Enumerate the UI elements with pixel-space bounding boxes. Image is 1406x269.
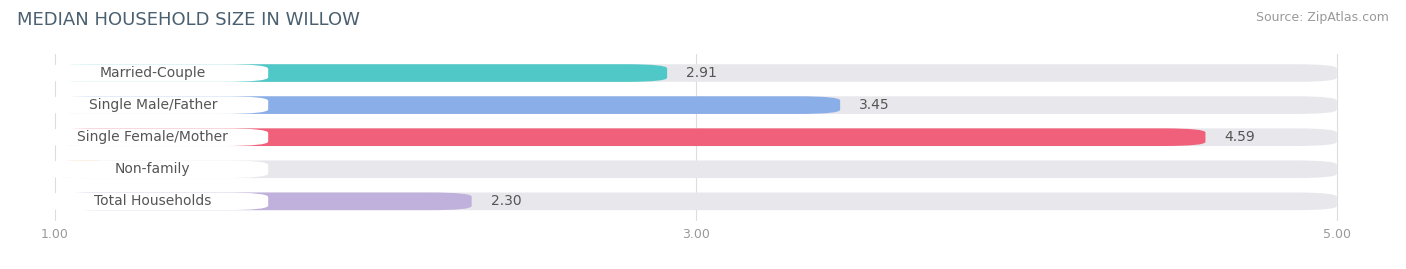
FancyBboxPatch shape (55, 64, 666, 82)
FancyBboxPatch shape (55, 96, 841, 114)
FancyBboxPatch shape (38, 193, 269, 210)
FancyBboxPatch shape (55, 160, 112, 178)
Text: 3.45: 3.45 (859, 98, 890, 112)
FancyBboxPatch shape (55, 96, 1337, 114)
FancyBboxPatch shape (38, 128, 269, 146)
FancyBboxPatch shape (55, 128, 1337, 146)
Text: Single Male/Father: Single Male/Father (89, 98, 217, 112)
Text: 2.30: 2.30 (491, 194, 522, 208)
FancyBboxPatch shape (55, 64, 1337, 82)
Text: Total Households: Total Households (94, 194, 211, 208)
FancyBboxPatch shape (55, 160, 1337, 178)
Text: Source: ZipAtlas.com: Source: ZipAtlas.com (1256, 11, 1389, 24)
Text: MEDIAN HOUSEHOLD SIZE IN WILLOW: MEDIAN HOUSEHOLD SIZE IN WILLOW (17, 11, 360, 29)
Text: Married-Couple: Married-Couple (100, 66, 205, 80)
FancyBboxPatch shape (38, 160, 269, 178)
Text: Single Female/Mother: Single Female/Mother (77, 130, 228, 144)
FancyBboxPatch shape (55, 128, 1205, 146)
Text: 4.59: 4.59 (1225, 130, 1256, 144)
FancyBboxPatch shape (55, 193, 1337, 210)
Text: 1.18: 1.18 (132, 162, 163, 176)
FancyBboxPatch shape (55, 193, 471, 210)
FancyBboxPatch shape (38, 64, 269, 82)
Text: Non-family: Non-family (115, 162, 191, 176)
FancyBboxPatch shape (38, 96, 269, 114)
Text: 2.91: 2.91 (686, 66, 717, 80)
